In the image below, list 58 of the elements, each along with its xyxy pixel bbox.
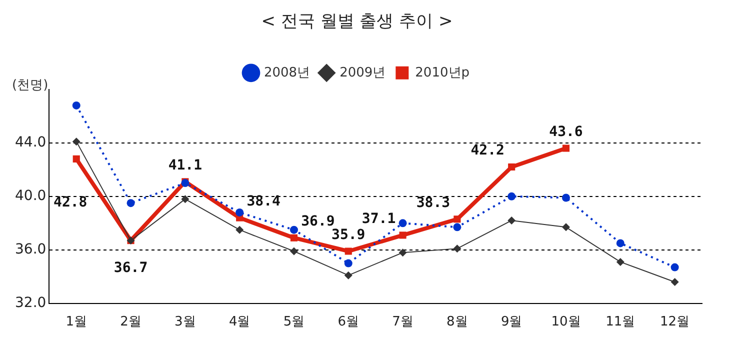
x-tick-label: 4월	[228, 314, 250, 330]
point	[126, 199, 135, 208]
point	[236, 226, 244, 234]
x-tick-label: 6월	[338, 314, 360, 330]
y-tick-label: 44.0	[15, 134, 46, 151]
legend-label: 2010년p	[415, 65, 470, 80]
point	[344, 248, 352, 255]
point	[181, 195, 190, 204]
x-tick-label: 8월	[446, 314, 468, 330]
data-label: 42.8	[54, 194, 88, 211]
x-tick-label: 5월	[283, 314, 305, 330]
y-tick-label: 40.0	[15, 188, 46, 204]
point	[344, 259, 352, 268]
x-tick-label: 2월	[120, 314, 142, 330]
chart-title: < 전국 월별 출생 추이 >	[261, 12, 453, 32]
point	[508, 216, 516, 224]
point	[616, 239, 624, 248]
point	[398, 219, 407, 228]
x-tick-label: 10월	[551, 314, 581, 330]
point	[453, 223, 462, 232]
point	[562, 194, 570, 202]
point	[562, 144, 570, 152]
data-label: 41.1	[168, 157, 202, 174]
point	[399, 232, 406, 239]
point	[670, 278, 679, 286]
y-axis-title: (천명)	[12, 78, 48, 93]
x-tick-label: 7월	[392, 314, 414, 330]
point	[290, 247, 298, 256]
data-label: 36.7	[114, 260, 148, 276]
point	[508, 192, 516, 200]
legend-label: 2009년	[340, 65, 386, 80]
point	[398, 248, 407, 257]
data-label: 38.3	[416, 194, 450, 211]
point	[290, 226, 298, 234]
x-tick-label: 3월	[174, 314, 196, 330]
point	[290, 234, 298, 242]
point	[508, 163, 516, 171]
legend-label: 2008년	[264, 65, 310, 80]
x-tick-label: 1월	[66, 314, 88, 330]
data-label: 42.2	[470, 142, 504, 159]
point	[453, 244, 462, 253]
x-tick-label: 11월	[606, 314, 636, 330]
point	[72, 138, 80, 146]
point	[454, 216, 461, 223]
point	[562, 223, 570, 232]
data-label: 37.1	[362, 210, 396, 227]
y-tick-label: 32.0	[15, 295, 46, 312]
point	[616, 258, 624, 266]
x-tick-label: 9월	[500, 314, 522, 330]
point	[72, 101, 80, 110]
y-tick-label: 36.0	[15, 242, 46, 258]
data-label: 43.6	[549, 124, 583, 140]
data-label: 38.4	[246, 193, 280, 210]
point	[72, 155, 80, 162]
point	[670, 263, 679, 272]
point	[236, 208, 244, 216]
point	[344, 271, 352, 280]
x-tick-label: 12월	[660, 314, 690, 330]
